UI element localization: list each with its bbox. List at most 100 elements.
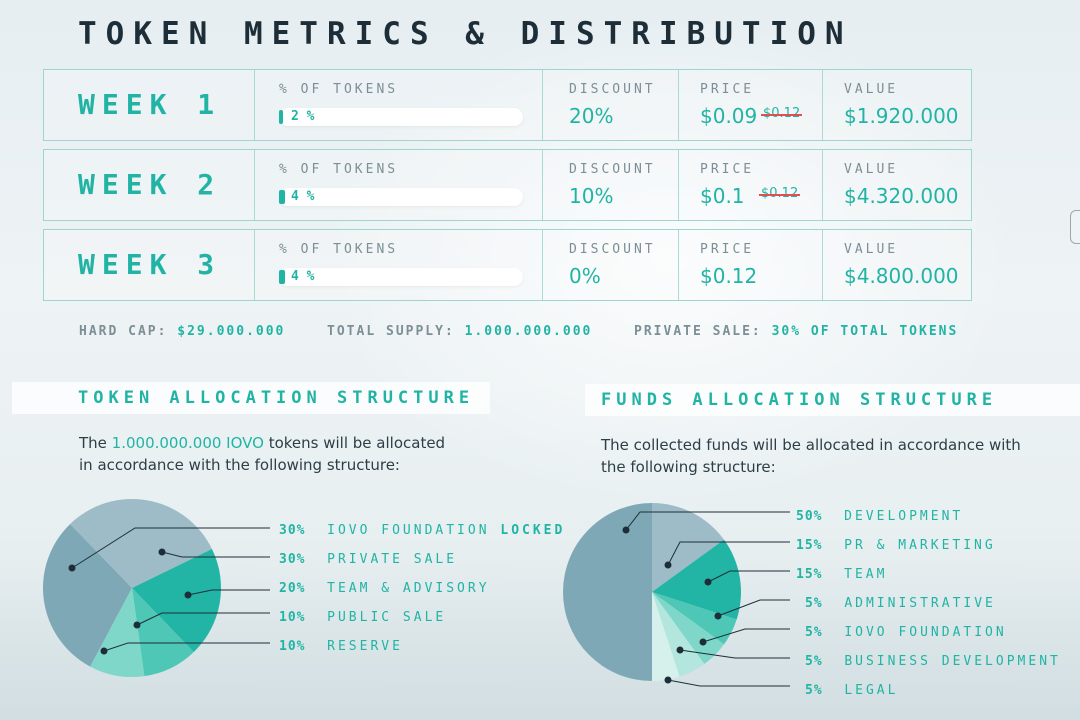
- hard-cap-label: HARD CAP:: [79, 324, 168, 339]
- tokens-progress-fill: [279, 110, 283, 124]
- legend-label: LEGAL: [844, 683, 899, 698]
- metrics-row: WEEK 2% OF TOKENS 4 % DISCOUNT 10% PRICE …: [43, 149, 972, 221]
- week-cell: WEEK 2: [44, 150, 254, 220]
- price-column-label: PRICE: [700, 82, 755, 97]
- tokens-percent: 4 %: [291, 189, 315, 204]
- value-cell: VALUE $4.800.000: [822, 230, 973, 300]
- week-label: WEEK 1: [78, 88, 222, 121]
- value-cell: VALUE $4.320.000: [822, 150, 973, 220]
- page-title: TOKEN METRICS & DISTRIBUTION: [78, 16, 853, 52]
- legend-percent: 5%: [805, 625, 823, 640]
- leader-dot: [714, 612, 722, 620]
- pie-slice: [652, 592, 725, 665]
- leader-dot: [68, 564, 76, 572]
- tokens-progress-fill: [279, 190, 285, 204]
- leader-line: [702, 628, 790, 643]
- legend-item: 15% TEAM: [796, 567, 887, 582]
- leader-line: [717, 599, 790, 617]
- tokens-cell: % OF TOKENS 4 %: [254, 230, 542, 300]
- strikethrough: [759, 194, 801, 196]
- leader-dot: [100, 647, 108, 655]
- leader-line: [667, 541, 790, 566]
- value-cell: VALUE $1.920.000: [822, 70, 973, 140]
- legend-label: DEVELOPMENT: [844, 509, 964, 524]
- hard-cap-value: $29.000.000: [177, 324, 286, 339]
- funds-desc-line-1: The collected funds will be allocated in…: [601, 436, 1021, 454]
- pie-slice: [652, 592, 705, 677]
- price-value: $0.09: [700, 104, 758, 128]
- leader-line: [625, 511, 790, 531]
- legend-percent: 5%: [805, 596, 823, 611]
- discount-column-label: DISCOUNT: [569, 162, 656, 177]
- tokens-percent: 4 %: [291, 269, 315, 284]
- legend-label: BUSINESS DEVELOPMENT: [844, 654, 1061, 669]
- legend-label: PRIVATE SALE: [327, 552, 458, 567]
- legend-item: 30% PRIVATE SALE: [279, 552, 457, 567]
- value-amount: $4.320.000: [844, 184, 959, 208]
- legend-label: RESERVE: [327, 639, 403, 654]
- private-sale-label: PRIVATE SALE:: [634, 324, 762, 339]
- value-column-label: VALUE: [844, 242, 899, 257]
- tokens-column-label: % OF TOKENS: [279, 242, 399, 257]
- legend-label: IOVO FOUNDATION: [327, 523, 490, 538]
- leader-line: [679, 649, 790, 659]
- leader-line: [707, 570, 790, 583]
- legend-item: 5% ADMINISTRATIVE: [805, 596, 996, 611]
- legend-label: PR & MARKETING: [844, 538, 996, 553]
- original-price-text: $0.12: [761, 186, 798, 201]
- tokens-progress-bar: 2 %: [279, 108, 523, 126]
- discount-cell: DISCOUNT 10%: [542, 150, 678, 220]
- leader-line: [187, 589, 270, 596]
- tokens-column-label: % OF TOKENS: [279, 82, 399, 97]
- discount-column-label: DISCOUNT: [569, 82, 656, 97]
- funds-desc-line-2: the following structure:: [601, 458, 776, 476]
- legend-percent: 20%: [279, 581, 306, 596]
- desc-post: tokens will be allocated: [263, 434, 446, 452]
- legend-item: 50% DEVELOPMENT: [796, 509, 963, 524]
- pie-slice: [132, 548, 221, 653]
- leader-dot: [622, 526, 630, 534]
- pie-slice: [652, 592, 680, 681]
- pie-slice: [43, 523, 132, 667]
- legend-label: TEAM: [844, 567, 888, 582]
- week-label: WEEK 3: [78, 248, 222, 281]
- value-column-label: VALUE: [844, 82, 899, 97]
- tokens-percent: 2 %: [291, 109, 315, 124]
- price-column-label: PRICE: [700, 242, 755, 257]
- tokens-progress-bar: 4 %: [279, 268, 523, 286]
- price-cell: PRICE $0.12: [678, 230, 822, 300]
- price-value: $0.12: [700, 264, 758, 288]
- pie-slice: [652, 592, 737, 645]
- tokens-progress-fill: [279, 270, 285, 284]
- tokens-cell: % OF TOKENS 2 %: [254, 70, 542, 140]
- tokens-progress-bar: 4 %: [279, 188, 523, 206]
- week-cell: WEEK 1: [44, 70, 254, 140]
- legend-percent: 30%: [279, 552, 306, 567]
- discount-value: 10%: [569, 184, 614, 208]
- leader-dot: [158, 548, 166, 556]
- value-amount: $1.920.000: [844, 104, 959, 128]
- pie-slice: [652, 539, 741, 620]
- week-cell: WEEK 3: [44, 230, 254, 300]
- legend-label: TEAM & ADVISORY: [327, 581, 490, 596]
- legend-item: 10% PUBLIC SALE: [279, 610, 446, 625]
- pie-slice: [90, 588, 145, 677]
- leader-dot: [704, 578, 712, 586]
- value-column-label: VALUE: [844, 162, 899, 177]
- legend-label: PUBLIC SALE: [327, 610, 447, 625]
- strikethrough: [761, 114, 803, 116]
- legend-item: 5% BUSINESS DEVELOPMENT: [805, 654, 1061, 669]
- private-sale-value: 30% OF TOTAL TOKENS: [771, 324, 959, 339]
- leader-dot: [699, 638, 707, 646]
- discount-cell: DISCOUNT 20%: [542, 70, 678, 140]
- pie-slice: [132, 588, 194, 677]
- legend-percent: 5%: [805, 683, 823, 698]
- price-cell: PRICE $0.1 $0.12: [678, 150, 822, 220]
- discount-cell: DISCOUNT 0%: [542, 230, 678, 300]
- discount-value: 0%: [569, 264, 601, 288]
- original-price: $0.12: [761, 106, 803, 121]
- metrics-row: WEEK 3% OF TOKENS 4 % DISCOUNT 0% PRICE $…: [43, 229, 972, 301]
- legend-percent: 10%: [279, 610, 306, 625]
- page-edge-tab[interactable]: [1070, 210, 1080, 244]
